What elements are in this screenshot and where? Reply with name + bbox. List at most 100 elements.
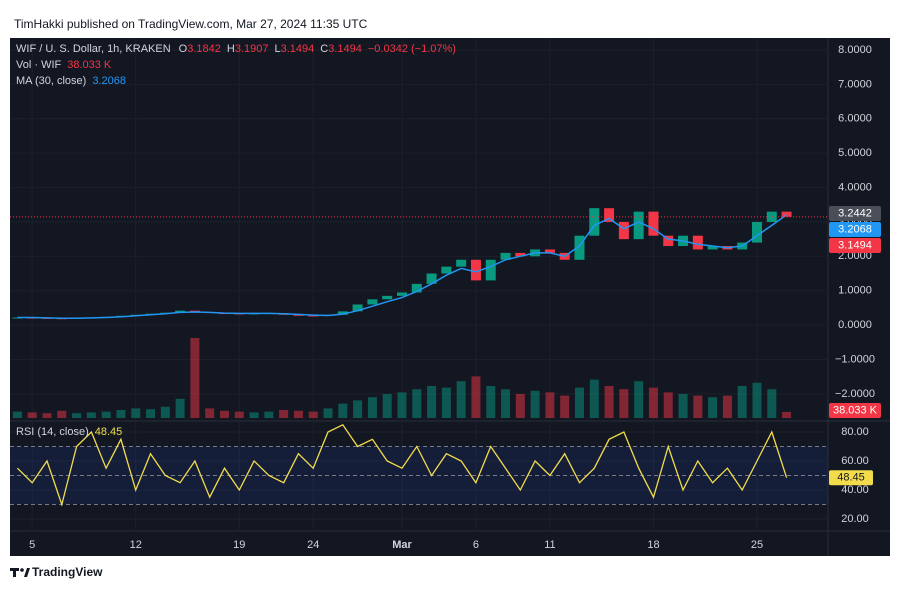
y-tick-label: 2.0000	[838, 250, 872, 262]
chart-bg	[10, 38, 890, 556]
volume-bar	[86, 412, 96, 418]
volume-bar	[648, 387, 658, 418]
legend-name: Vol · WIF	[16, 59, 62, 71]
volume-bar	[397, 392, 407, 418]
volume-bar	[101, 411, 111, 418]
candle	[766, 211, 777, 222]
y-tick-label: 60.00	[841, 455, 869, 467]
ohlc-key: H	[227, 43, 235, 55]
price-badge-label: 3.2068	[838, 223, 872, 235]
volume-bar	[767, 389, 777, 418]
volume-bar	[175, 398, 185, 418]
volume-bar	[234, 411, 244, 418]
volume-bar	[146, 409, 156, 418]
candle	[633, 211, 644, 240]
volume-bar	[160, 406, 170, 418]
y-tick-label: 40.00	[841, 484, 869, 496]
volume-bar	[264, 411, 274, 418]
price-badge-label: 3.1494	[838, 239, 872, 251]
x-tick-label: 5	[29, 539, 35, 551]
volume-bar	[12, 411, 22, 418]
volume-bar	[752, 382, 762, 418]
volume-bar	[293, 410, 303, 418]
rsi-badge-label: 48.45	[837, 472, 865, 484]
price-badge-label: 3.2442	[838, 207, 872, 219]
volume-bar	[619, 389, 629, 418]
volume-bar	[545, 392, 555, 418]
x-tick-label: 12	[130, 539, 142, 551]
candle	[293, 314, 304, 316]
x-tick-label: 24	[307, 539, 319, 551]
candle	[589, 208, 600, 236]
ohlc-value: 3.1494	[328, 43, 362, 55]
volume-bar	[249, 412, 259, 418]
candle	[396, 292, 407, 296]
x-tick-label: 25	[751, 539, 763, 551]
rsi-legend: RSI (14, close) 48.45	[16, 426, 122, 438]
candle	[426, 273, 437, 284]
volume-bar	[634, 381, 644, 418]
ma-line	[17, 214, 788, 319]
volume-bar	[412, 389, 422, 418]
volume-bar	[663, 392, 673, 418]
x-tick-label: 18	[647, 539, 659, 551]
candle	[411, 283, 422, 293]
volume-bar	[72, 413, 82, 418]
candle	[751, 221, 762, 243]
volume-bar	[42, 413, 52, 418]
volume-bar	[205, 408, 215, 418]
legend-line: MA (30, close) 3.2068	[16, 75, 126, 87]
rsi-line	[16, 423, 788, 507]
volume-bar	[589, 379, 599, 418]
y-tick-label: −2.0000	[835, 388, 875, 400]
legend-name: MA (30, close)	[16, 75, 86, 87]
volume-bar	[560, 395, 570, 418]
volume-bar	[338, 403, 348, 418]
price-badge	[829, 222, 881, 238]
candle	[308, 315, 319, 317]
y-tick-label: 5.0000	[838, 147, 872, 159]
logo-part	[13, 568, 16, 577]
candle	[12, 317, 23, 319]
volume-bar	[530, 390, 540, 418]
volume-bar	[693, 395, 703, 418]
candle	[485, 259, 496, 281]
legend-title: WIF / U. S. Dollar, 1h, KRAKEN	[16, 43, 171, 55]
candle	[382, 295, 393, 300]
volume-bar	[456, 381, 466, 418]
volume-bar	[353, 400, 363, 418]
ohlc-value: 3.1842	[187, 43, 221, 55]
legend-value: 48.45	[95, 426, 123, 438]
ohlc-key: C	[320, 43, 328, 55]
volume-bar	[708, 397, 718, 418]
x-tick-label: Mar	[392, 539, 412, 551]
candle	[604, 208, 615, 222]
legend-value: 3.2068	[92, 75, 126, 87]
ohlc-value: 3.1494	[281, 43, 315, 55]
volume-bar	[515, 394, 525, 418]
x-tick-label: 6	[473, 539, 479, 551]
footer: TradingView	[32, 565, 103, 579]
volume-badge-label: 38.033 K	[833, 404, 878, 416]
volume-badge	[829, 403, 881, 418]
volume-bar	[279, 410, 289, 418]
volume-bar	[57, 410, 67, 418]
candle	[367, 299, 378, 305]
x-tick-label: 11	[544, 539, 555, 551]
candle	[544, 249, 555, 253]
volume-bar	[441, 387, 451, 418]
legend-value: 38.033 K	[67, 59, 112, 71]
volume-bar	[367, 397, 377, 418]
y-tick-label: 80.00	[841, 426, 869, 438]
footer-logo	[10, 568, 30, 577]
legend-name: RSI (14, close)	[16, 426, 89, 438]
volume-bar	[574, 387, 584, 418]
y-tick-label: 8.0000	[838, 44, 872, 56]
volume-bar	[219, 410, 229, 418]
y-tick-label: 1.0000	[838, 285, 872, 297]
y-tick-label: 4.0000	[838, 181, 872, 193]
y-tick-label: 7.0000	[838, 78, 872, 90]
logo-part	[24, 568, 30, 577]
candle	[663, 235, 674, 247]
